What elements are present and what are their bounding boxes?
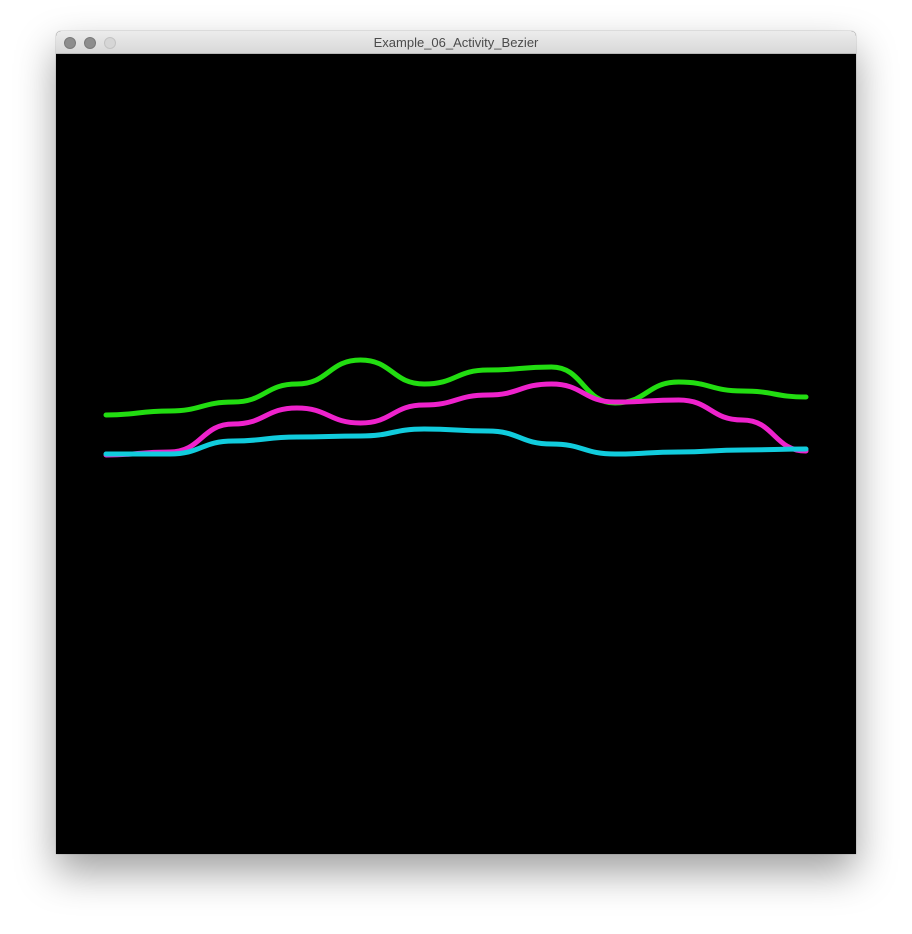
app-window: Example_06_Activity_Bezier (56, 31, 856, 854)
series-line-2 (103, 381, 809, 458)
zoom-button[interactable] (104, 37, 116, 49)
window-title: Example_06_Activity_Bezier (373, 35, 539, 50)
series-line-1 (103, 357, 809, 418)
sketch-canvas[interactable] (56, 54, 856, 854)
series-line-3 (103, 426, 809, 457)
minimize-button[interactable] (84, 37, 96, 49)
activity-plot (103, 357, 809, 458)
title-bar[interactable]: Example_06_Activity_Bezier (56, 31, 856, 54)
close-button[interactable] (64, 37, 76, 49)
